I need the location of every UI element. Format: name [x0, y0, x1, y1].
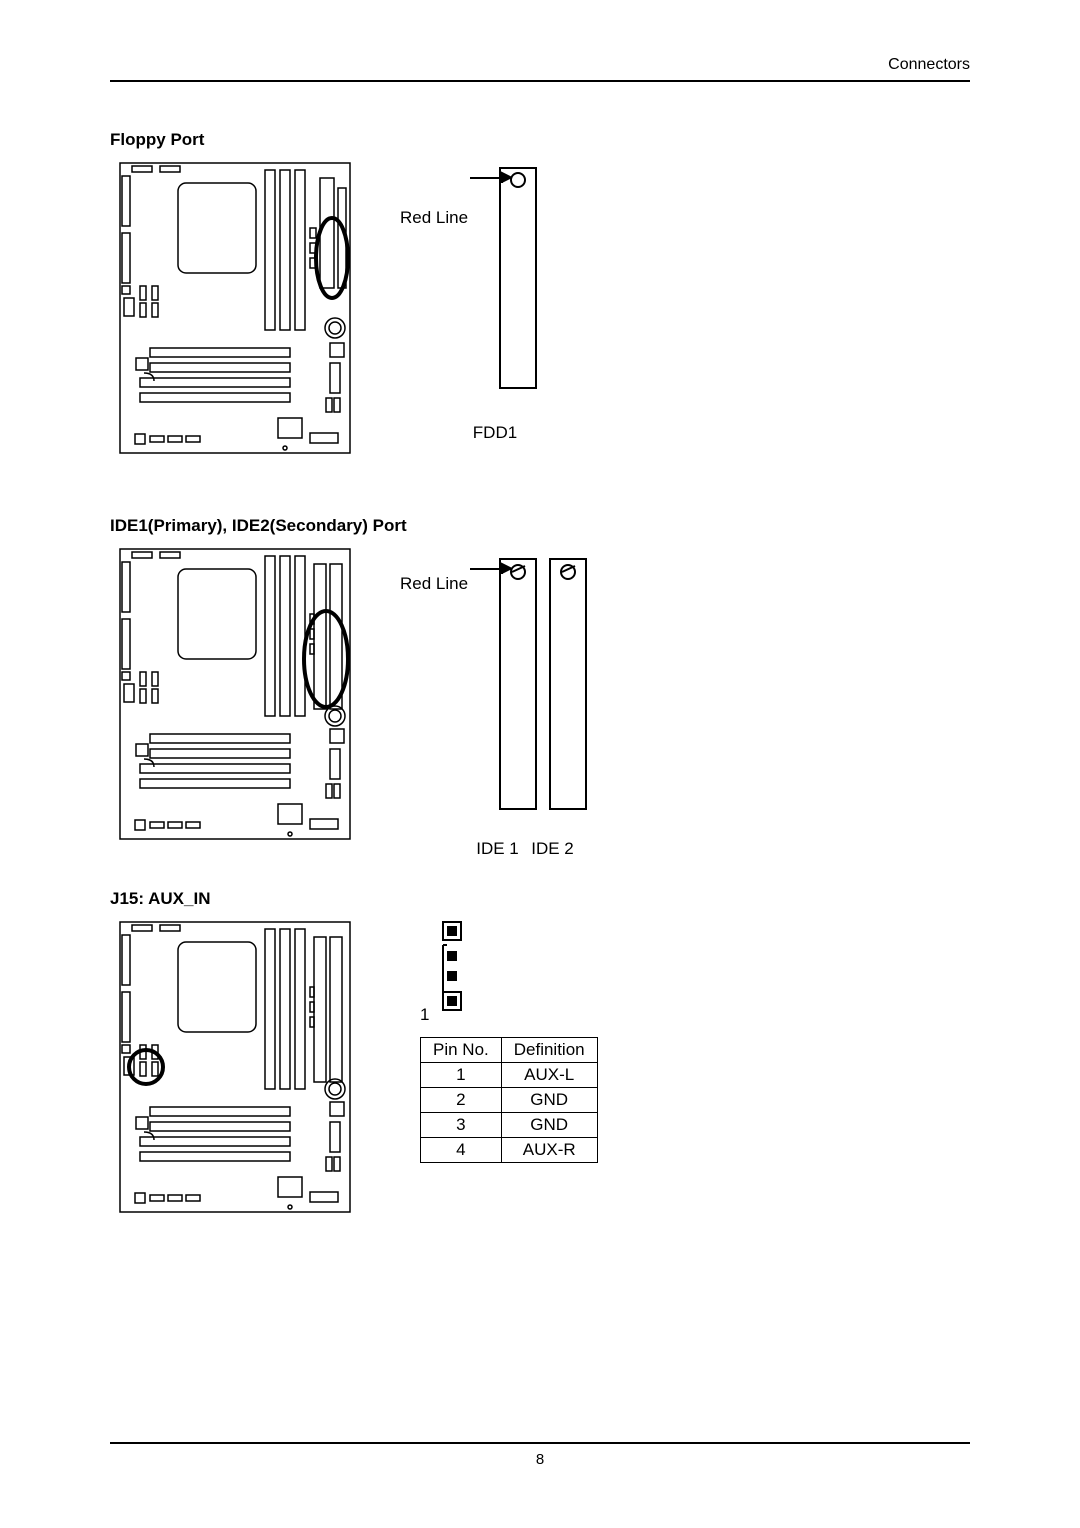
header-connectors-label: Connectors	[110, 56, 970, 74]
ide2-label: IDE 2	[525, 839, 580, 859]
floppy-highlight-ellipse	[316, 218, 348, 298]
fdd-connector-diagram	[470, 158, 590, 418]
page-number: 8	[0, 1451, 1080, 1468]
header-rule	[110, 80, 970, 82]
aux-pin-header-diagram	[433, 917, 473, 1027]
table-row: 3 GND	[421, 1113, 598, 1138]
table-head-definition: Definition	[501, 1038, 597, 1063]
ide1-label: IDE 1	[470, 839, 525, 859]
floppy-section-row: Red Line FDD1	[110, 158, 970, 458]
aux-in-heading: J15: AUX_IN	[110, 889, 970, 909]
fdd1-label: FDD1	[455, 423, 535, 443]
floppy-red-line-label: Red Line	[400, 208, 468, 228]
footer-rule	[110, 1442, 970, 1444]
aux-pin-table: Pin No. Definition 1 AUX-L 2 GND 3 GND 4	[420, 1037, 598, 1163]
ide-connector-diagram	[470, 544, 670, 834]
aux-section-row: 1 Pin No. De	[110, 917, 970, 1217]
floppy-port-heading: Floppy Port	[110, 130, 970, 150]
ide-port-heading: IDE1(Primary), IDE2(Secondary) Port	[110, 516, 970, 536]
table-head-pinno: Pin No.	[421, 1038, 502, 1063]
motherboard-diagram-floppy	[110, 158, 360, 458]
ide-red-line-label: Red Line	[400, 574, 468, 594]
table-row: Pin No. Definition	[421, 1038, 598, 1063]
table-row: 1 AUX-L	[421, 1063, 598, 1088]
motherboard-diagram-aux	[110, 917, 360, 1217]
table-row: 2 GND	[421, 1088, 598, 1113]
ide-section-row: Red Line IDE 1 IDE 2	[110, 544, 970, 859]
table-row: 4 AUX-R	[421, 1138, 598, 1163]
motherboard-diagram-ide	[110, 544, 360, 844]
aux-pin1-label: 1	[420, 1005, 429, 1025]
